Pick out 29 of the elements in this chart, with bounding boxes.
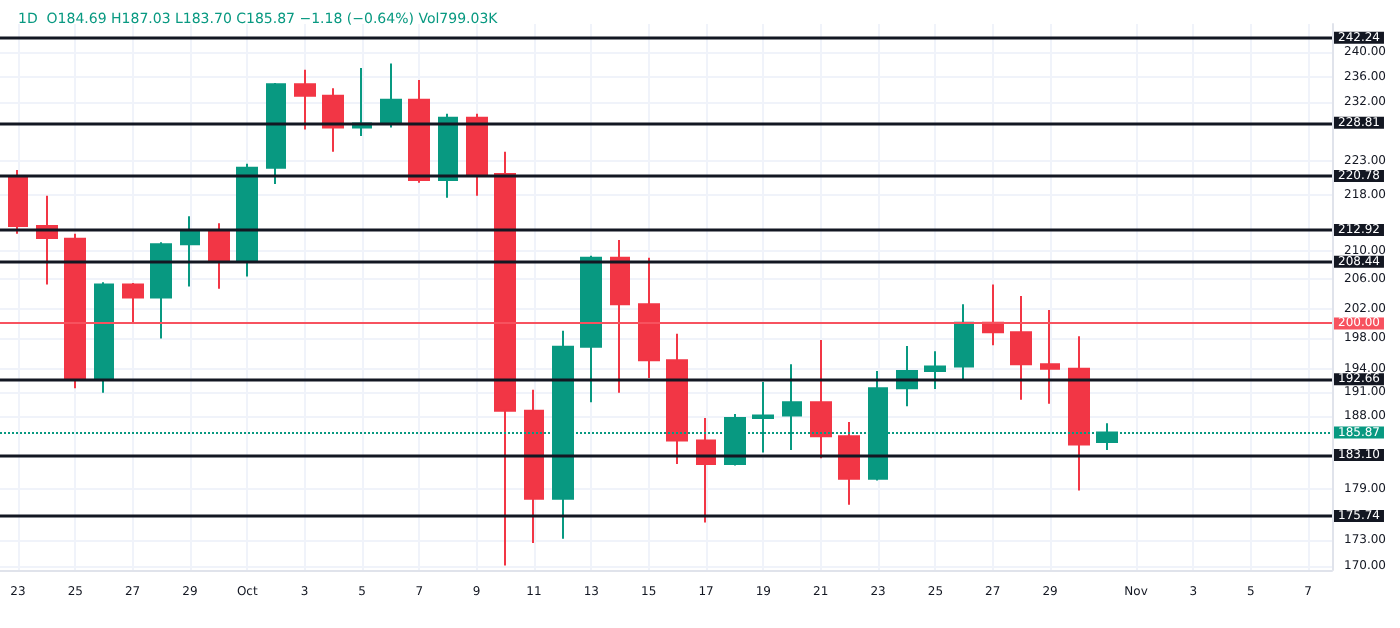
candlestick bbox=[208, 222, 230, 290]
candlestick bbox=[180, 215, 200, 288]
candlestick bbox=[1040, 309, 1060, 405]
candlestick bbox=[94, 281, 114, 394]
candlestick bbox=[8, 168, 28, 235]
candlestick bbox=[524, 388, 544, 544]
candlestick bbox=[438, 112, 458, 199]
candlestick bbox=[1010, 295, 1032, 401]
candlestick bbox=[266, 82, 286, 186]
candlestick bbox=[294, 68, 316, 131]
candlestick bbox=[1068, 335, 1090, 492]
candlestick bbox=[982, 283, 1004, 347]
candlestick bbox=[122, 281, 144, 325]
candlestick bbox=[838, 420, 860, 506]
candlestick bbox=[696, 417, 716, 524]
candlestick bbox=[954, 303, 974, 382]
candlestick bbox=[610, 239, 630, 394]
candlestick bbox=[494, 150, 516, 567]
candlestick bbox=[466, 112, 488, 197]
candlestick bbox=[638, 256, 660, 380]
candlestick bbox=[408, 78, 430, 184]
candlestick bbox=[924, 350, 946, 390]
candlestick bbox=[380, 62, 402, 129]
candlestick bbox=[150, 241, 172, 340]
candlestick bbox=[580, 254, 602, 404]
candlestick bbox=[810, 338, 832, 460]
candlestick bbox=[666, 332, 688, 465]
candlestick bbox=[64, 232, 86, 390]
candlestick bbox=[236, 162, 258, 278]
